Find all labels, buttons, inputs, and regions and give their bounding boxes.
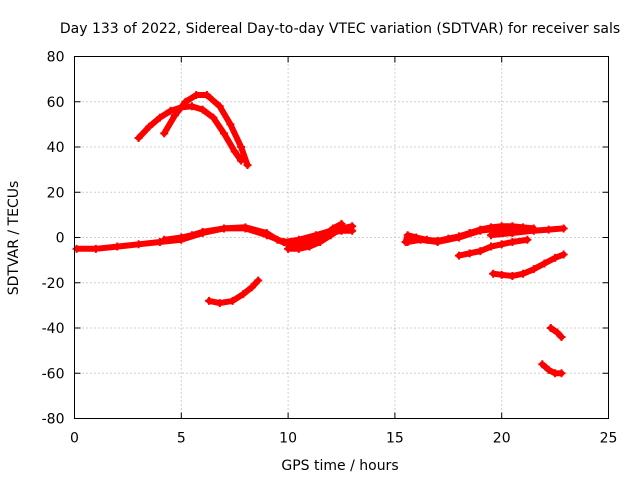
data-point: [476, 226, 485, 235]
data-point: [519, 269, 528, 278]
data-point: [305, 238, 314, 247]
y-tick-label: 60: [47, 95, 65, 111]
series-arc-14: [539, 361, 565, 377]
data-point: [557, 333, 566, 342]
data-point: [202, 90, 211, 99]
data-point: [91, 244, 100, 253]
data-point: [508, 228, 517, 237]
y-tick-label: 20: [47, 185, 65, 201]
data-point: [262, 231, 271, 240]
data-point: [454, 251, 463, 260]
data-point: [559, 224, 568, 233]
y-tick-label: -40: [42, 321, 65, 337]
data-point: [523, 235, 532, 244]
y-tick-label: 0: [56, 231, 65, 247]
data-point: [403, 231, 412, 240]
data-point: [145, 122, 154, 131]
data-point: [348, 222, 357, 231]
data-point: [546, 324, 555, 332]
x-tick-label: 5: [177, 431, 186, 447]
x-tick-label: 10: [279, 431, 297, 447]
x-axis-label: GPS time / hours: [281, 458, 398, 474]
data-point: [166, 106, 175, 115]
data-point: [497, 240, 506, 249]
axis-ticks: 0 5 10 15 20 25 -80 -60 -40 -20 0 20 40 60 80: [42, 50, 618, 447]
data-point: [489, 269, 498, 278]
data-point: [279, 238, 288, 247]
data-point: [487, 231, 496, 240]
data-point: [209, 113, 218, 122]
x-tick-label: 25: [600, 431, 618, 447]
y-tick-label: -60: [42, 366, 65, 382]
data-point: [243, 161, 252, 170]
data-point: [318, 233, 327, 242]
y-tick-label: 40: [47, 140, 65, 156]
data-point: [254, 276, 263, 285]
data-point: [215, 299, 224, 308]
grid: [74, 56, 609, 419]
data-point: [228, 296, 237, 305]
data-point: [540, 259, 549, 268]
data-point: [220, 129, 229, 138]
data-point: [160, 235, 169, 244]
data-point: [205, 296, 214, 305]
data-point: [328, 224, 337, 233]
data-point: [134, 133, 143, 142]
x-tick-label: 20: [493, 431, 511, 447]
data-point: [284, 244, 293, 253]
data-point: [454, 233, 463, 242]
data-point: [508, 271, 517, 280]
data-point: [160, 129, 169, 138]
x-tick-label: 0: [70, 431, 79, 447]
data-point: [529, 265, 538, 274]
data-point: [170, 111, 179, 120]
data-point: [544, 365, 553, 374]
data-point: [487, 242, 496, 251]
data-point: [553, 328, 562, 337]
chart-title: Day 133 of 2022, Sidereal Day-to-day VTE…: [60, 21, 620, 37]
data-point: [241, 224, 250, 233]
data-point: [192, 90, 201, 99]
data-point: [239, 290, 248, 299]
data-point: [230, 147, 239, 156]
y-tick-label: 80: [47, 50, 65, 66]
x-tick-label: 15: [386, 431, 404, 447]
data-point: [557, 369, 566, 378]
y-tick-label: -80: [42, 412, 65, 428]
data-point: [559, 250, 568, 259]
data-point: [177, 233, 186, 242]
y-axis-label: SDTVAR / TECUs: [6, 181, 22, 296]
data-point: [433, 238, 442, 247]
data-point: [215, 102, 224, 111]
data-point: [416, 235, 425, 244]
data-point: [551, 253, 560, 262]
data-point: [476, 247, 485, 256]
data-point: [72, 244, 81, 253]
data-point: [220, 224, 229, 233]
data-point: [497, 270, 506, 279]
data-point: [187, 231, 196, 240]
data-point: [247, 283, 256, 292]
data-point: [113, 242, 122, 251]
data-point: [538, 360, 547, 369]
data-point: [508, 238, 517, 247]
data-point: [288, 240, 297, 249]
data-point: [198, 227, 207, 236]
data-layer: [72, 90, 568, 378]
data-point: [237, 143, 246, 151]
data-point: [403, 238, 412, 247]
y-tick-label: -20: [42, 276, 65, 292]
data-point: [155, 113, 164, 122]
data-point: [465, 249, 474, 258]
data-point: [187, 102, 196, 111]
data-point: [134, 240, 143, 249]
data-point: [544, 225, 553, 234]
data-point: [529, 226, 538, 235]
data-point: [226, 120, 235, 129]
data-point: [337, 219, 346, 228]
data-point: [181, 97, 190, 106]
data-point: [198, 105, 207, 114]
